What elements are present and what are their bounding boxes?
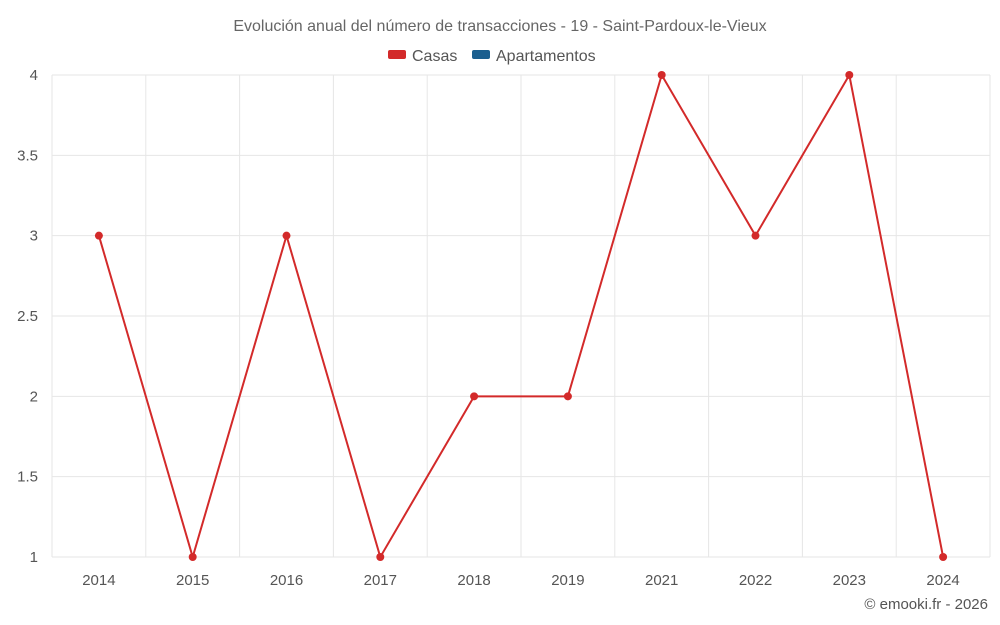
y-tick-label: 2 [30, 388, 38, 405]
chart-title: Evolución anual del número de transaccio… [233, 18, 766, 35]
grid [51, 74, 991, 558]
x-axis: 2014 2015 2016 2017 2018 2019 2021 2022 2023 2024 [82, 572, 960, 589]
x-tick-label: 2023 [833, 572, 866, 589]
x-tick-label: 2021 [645, 572, 678, 589]
x-tick-label: 2016 [270, 572, 303, 589]
legend: Casas Apartamentos [388, 48, 596, 65]
x-tick-label: 2014 [82, 572, 115, 589]
data-point[interactable] [657, 71, 666, 79]
x-tick-label: 2015 [176, 572, 209, 589]
data-point[interactable] [563, 392, 572, 401]
data-point[interactable] [939, 553, 948, 561]
data-point[interactable] [188, 553, 197, 561]
x-tick-label: 2022 [739, 572, 772, 589]
y-tick-label: 1 [30, 549, 38, 566]
y-tick-label: 1.5 [17, 469, 38, 486]
y-tick-label: 3.5 [17, 147, 38, 164]
x-tick-label: 2019 [551, 572, 584, 589]
data-point[interactable] [376, 553, 385, 561]
series-line [97, 72, 945, 561]
data-point[interactable] [845, 71, 854, 79]
y-tick-label: 4 [30, 67, 38, 84]
x-tick-label: 2017 [364, 572, 397, 589]
data-point[interactable] [470, 392, 479, 401]
x-tick-label: 2018 [457, 572, 490, 589]
data-point[interactable] [94, 231, 103, 240]
legend-swatch-apartamentos [472, 50, 490, 59]
legend-label-casas[interactable]: Casas [412, 48, 457, 65]
series-casas [94, 71, 948, 561]
copyright-footer: © emooki.fr - 2026 [864, 596, 988, 613]
legend-swatch-casas [388, 50, 406, 59]
x-tick-label: 2024 [926, 572, 959, 589]
data-point[interactable] [751, 231, 760, 240]
legend-label-apartamentos[interactable]: Apartamentos [496, 48, 596, 65]
y-axis: 1 1.5 2 2.5 3 3.5 4 [17, 67, 38, 566]
y-tick-label: 3 [30, 228, 38, 245]
y-tick-label: 2.5 [17, 308, 38, 325]
data-point[interactable] [282, 231, 291, 240]
